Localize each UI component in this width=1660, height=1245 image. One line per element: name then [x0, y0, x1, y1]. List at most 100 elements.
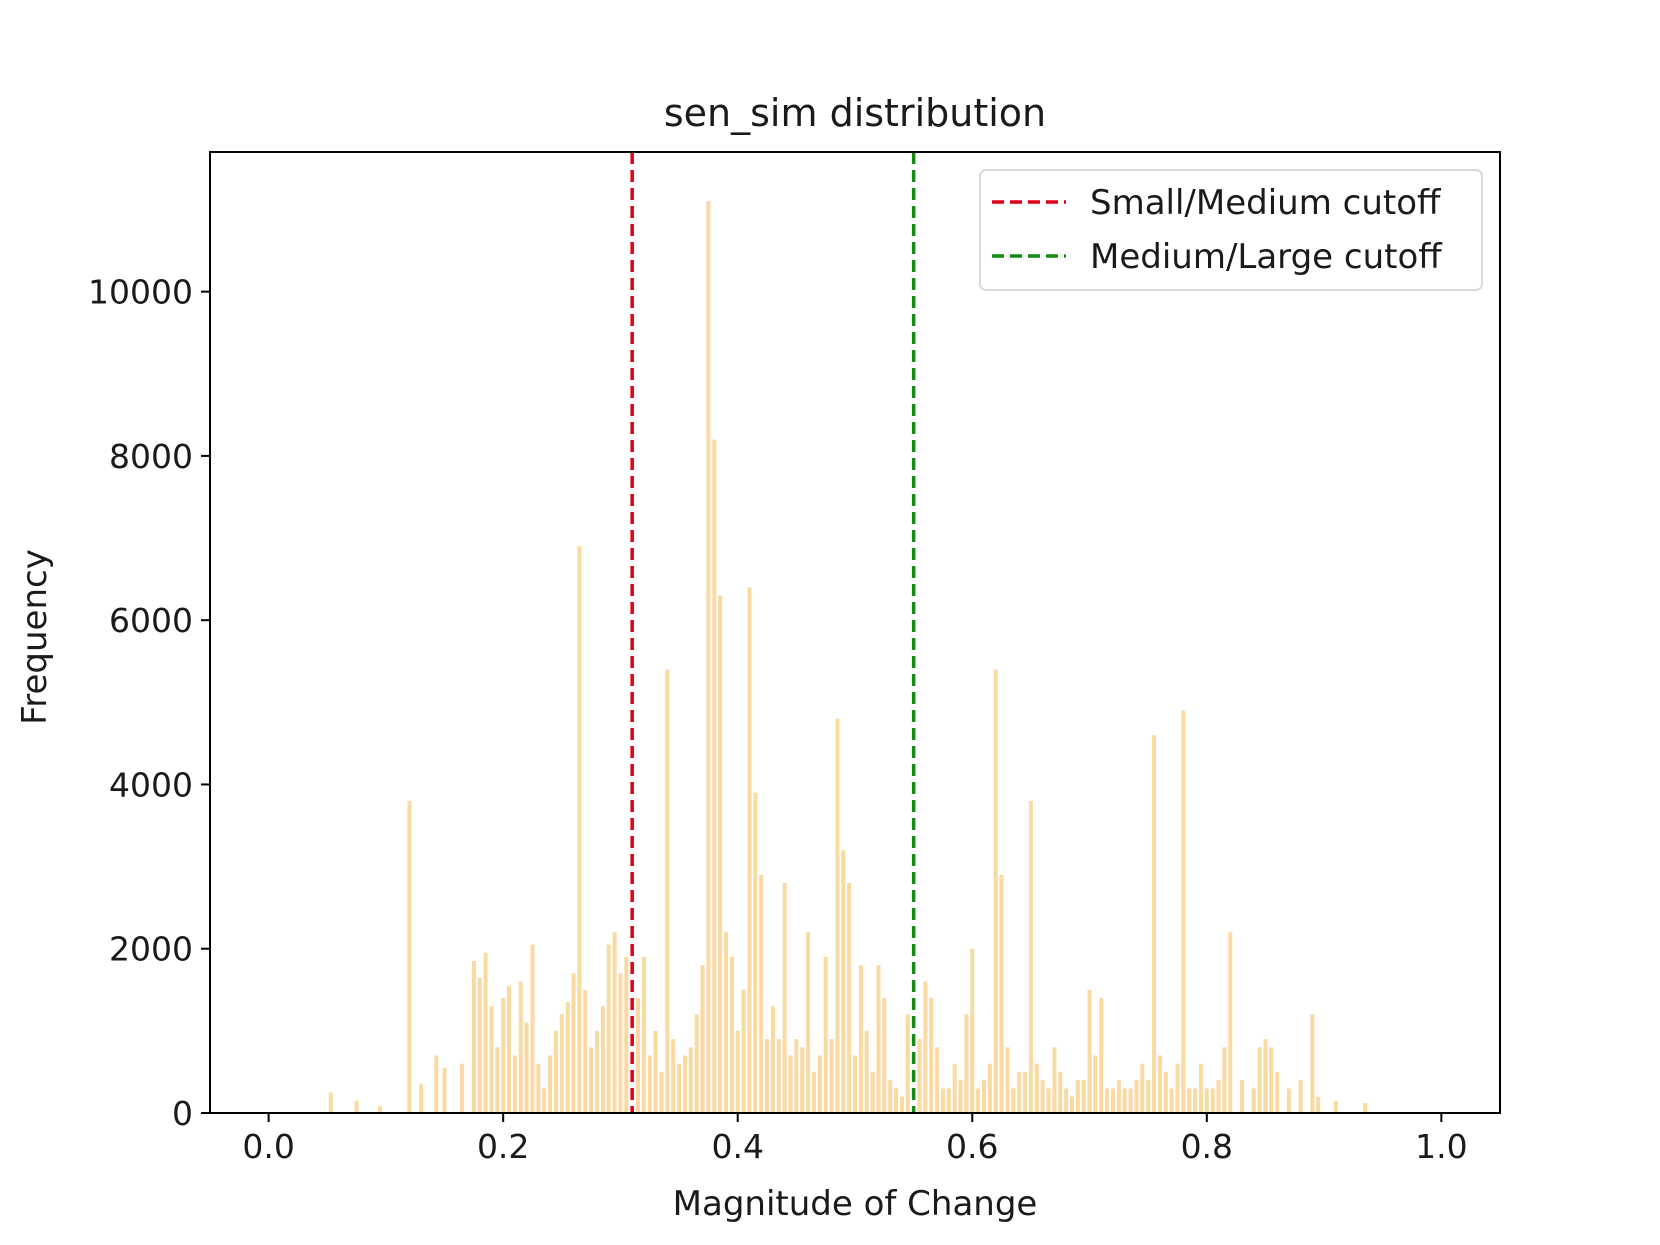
histogram-bar — [1064, 1088, 1069, 1113]
histogram-bar — [1298, 1080, 1303, 1113]
histogram-bar — [1204, 1088, 1209, 1113]
legend: Small/Medium cutoff Medium/Large cutoff — [979, 169, 1483, 291]
histogram-bar — [741, 989, 746, 1113]
histogram-bar — [1157, 1055, 1162, 1113]
histogram-bar — [829, 1039, 834, 1113]
histogram-bar — [759, 874, 764, 1113]
histogram-bar — [636, 998, 640, 1113]
histogram-bar — [905, 1014, 910, 1113]
histogram-bar — [817, 1055, 822, 1113]
histogram-bar — [530, 944, 535, 1113]
histogram-bar — [442, 1067, 447, 1113]
histogram-bar — [1140, 1063, 1145, 1113]
histogram-bar — [1257, 1047, 1262, 1113]
histogram-bar — [929, 998, 934, 1113]
histogram-bar — [706, 201, 711, 1114]
histogram-bar — [1011, 1088, 1016, 1113]
histogram-bar — [888, 1080, 893, 1113]
histogram-bar — [1093, 1055, 1098, 1113]
histogram-bar — [1251, 1088, 1256, 1113]
histogram-bar — [677, 1063, 682, 1113]
histogram-bar — [1040, 1080, 1045, 1113]
histogram-bar — [770, 1006, 775, 1113]
x-tick-label: 0.2 — [477, 1127, 529, 1166]
histogram-bar — [1087, 989, 1092, 1113]
histogram-bar — [982, 1080, 986, 1113]
histogram-bar — [1075, 1080, 1080, 1113]
histogram-bar — [419, 1084, 424, 1113]
histogram-bar — [1134, 1080, 1139, 1113]
x-tick-label: 1.0 — [1415, 1127, 1467, 1166]
histogram-bar — [894, 1088, 898, 1113]
histogram-bar — [806, 932, 811, 1113]
histogram-bar — [489, 1006, 494, 1113]
legend-label-small-medium: Small/Medium cutoff — [1090, 183, 1442, 223]
histogram-bar — [1017, 1071, 1022, 1113]
histogram-bar — [946, 1088, 951, 1113]
histogram-bar — [993, 669, 998, 1113]
bars-group — [328, 201, 1368, 1114]
histogram-bar — [1023, 1071, 1027, 1113]
histogram-bar — [876, 965, 881, 1113]
histogram-bar — [987, 1063, 992, 1113]
histogram-bar — [1199, 1063, 1203, 1113]
histogram-bar — [999, 874, 1004, 1113]
histogram-bar — [577, 546, 582, 1113]
histogram-bar — [935, 1047, 940, 1113]
histogram-bar — [718, 595, 723, 1113]
x-tick-label: 0.0 — [242, 1127, 294, 1166]
histogram-bar — [870, 1071, 875, 1113]
histogram-bar — [694, 1014, 699, 1113]
histogram-bar — [1081, 1080, 1086, 1113]
histogram-bar — [1269, 1047, 1274, 1113]
histogram-bar — [1052, 1047, 1057, 1113]
histogram-bar — [952, 1063, 957, 1113]
histogram-bar — [1169, 1088, 1174, 1113]
histogram-bar — [788, 1055, 793, 1113]
histogram-bar — [700, 965, 705, 1113]
y-tick-label: 8000 — [109, 437, 193, 476]
histogram-bar — [1070, 1096, 1074, 1113]
histogram-bar — [507, 985, 511, 1113]
histogram-bar — [618, 973, 623, 1113]
histogram-bar — [1005, 1047, 1010, 1113]
histogram-bar — [665, 669, 670, 1113]
histogram-bar — [378, 1106, 382, 1113]
histogram-bar — [589, 1047, 594, 1113]
histogram-bar — [923, 981, 928, 1113]
histogram-bar — [1122, 1088, 1127, 1113]
histogram-bar — [548, 1055, 553, 1113]
histogram-bar — [812, 1071, 816, 1113]
histogram-bar — [524, 1022, 529, 1113]
histogram-bar — [970, 948, 975, 1113]
histogram-bar — [328, 1092, 333, 1113]
histogram-bar — [776, 1039, 781, 1113]
y-tick-label: 2000 — [109, 930, 193, 969]
histogram-bar — [571, 973, 576, 1113]
histogram-bar — [600, 1006, 605, 1113]
histogram-bar — [1228, 932, 1233, 1113]
histogram-bar — [595, 1030, 599, 1113]
histogram-bar — [958, 1080, 963, 1113]
histogram-bar — [800, 1047, 805, 1113]
histogram-bar — [1181, 710, 1186, 1113]
histogram-bar — [477, 977, 482, 1113]
histogram-bar — [864, 1030, 869, 1113]
histogram-bar — [1275, 1071, 1280, 1113]
histogram-bar — [688, 1047, 693, 1113]
histogram-bar — [794, 1039, 799, 1113]
histogram-bar — [1210, 1088, 1215, 1113]
legend-label-medium-large: Medium/Large cutoff — [1090, 237, 1443, 277]
histogram-bar — [917, 1039, 922, 1113]
histogram-bar — [512, 1055, 517, 1113]
histogram-bar — [735, 1030, 740, 1113]
histogram-bar — [653, 1030, 658, 1113]
histogram-bar — [1193, 1088, 1198, 1113]
histogram-bar — [823, 956, 828, 1113]
histogram-bar — [659, 1071, 664, 1113]
histogram-bar — [354, 1100, 359, 1113]
chart-title: sen_sim distribution — [664, 91, 1046, 135]
histogram-bar — [724, 932, 728, 1113]
cutoff-lines — [630, 152, 916, 1113]
